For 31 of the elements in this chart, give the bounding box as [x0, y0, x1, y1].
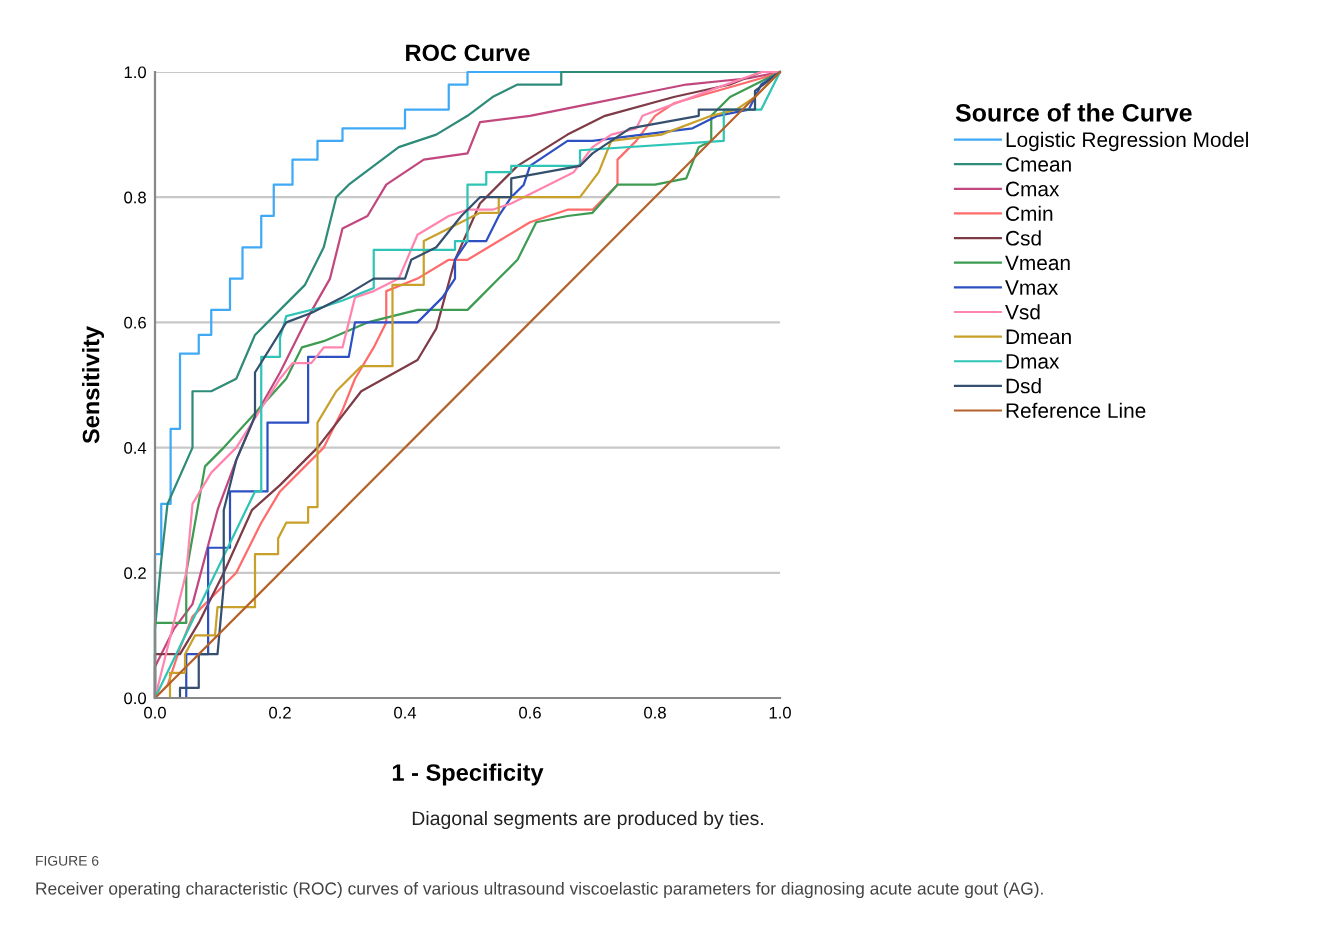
- x-tick-label: 0.8: [644, 706, 666, 719]
- legend-label: Cmin: [1006, 205, 1053, 221]
- y-tick-label: 0.0: [124, 692, 147, 705]
- text: Receiver operating characteristic (ROC) curves of various ultrasound viscoelastic parameters for diagnosing acute acute gout (AG).: [36, 881, 1043, 899]
- y-tick-label: 0.2: [124, 567, 146, 579]
- x-axis-title: 1 - Specificity: [392, 763, 544, 786]
- legend-label: Csd: [1006, 230, 1041, 246]
- x-tick-label: 0.6: [519, 706, 541, 719]
- legend-label: Dmean: [1006, 329, 1071, 345]
- y-tick-label: 0.6: [124, 316, 146, 329]
- caption: FIGURE 6: [36, 855, 99, 866]
- text: Diagonal segments are produced by ties.: [412, 810, 763, 830]
- y-axis-title: Sensitivity: [82, 326, 105, 444]
- legend-label: Vmean: [1005, 255, 1070, 271]
- y-tick-label: 0.8: [124, 191, 146, 204]
- legend-label: Dsd: [1006, 378, 1041, 394]
- y-tick-label: 1.0: [124, 66, 147, 79]
- x-tick-label: 0.0: [144, 706, 166, 719]
- legend-label: Cmean: [1006, 156, 1071, 172]
- legend-label: Logistic Regression Model: [1006, 131, 1248, 152]
- legend-label: Reference Line: [1006, 402, 1146, 418]
- y-tick-label: 0.4: [124, 442, 147, 454]
- legend-label: Vsd: [1005, 304, 1040, 320]
- legend-label: Cmax: [1006, 181, 1060, 197]
- legend-title: Source of the Curve: [955, 103, 1192, 122]
- legend-label: Vmax: [1005, 280, 1059, 295]
- legend-label: Dmax: [1006, 354, 1060, 369]
- x-tick-label: 0.2: [269, 706, 291, 719]
- x-tick-label: 0.4: [394, 706, 417, 719]
- chart-title: ROC Curve: [406, 44, 530, 62]
- x-tick-label: 1.0: [769, 706, 791, 719]
